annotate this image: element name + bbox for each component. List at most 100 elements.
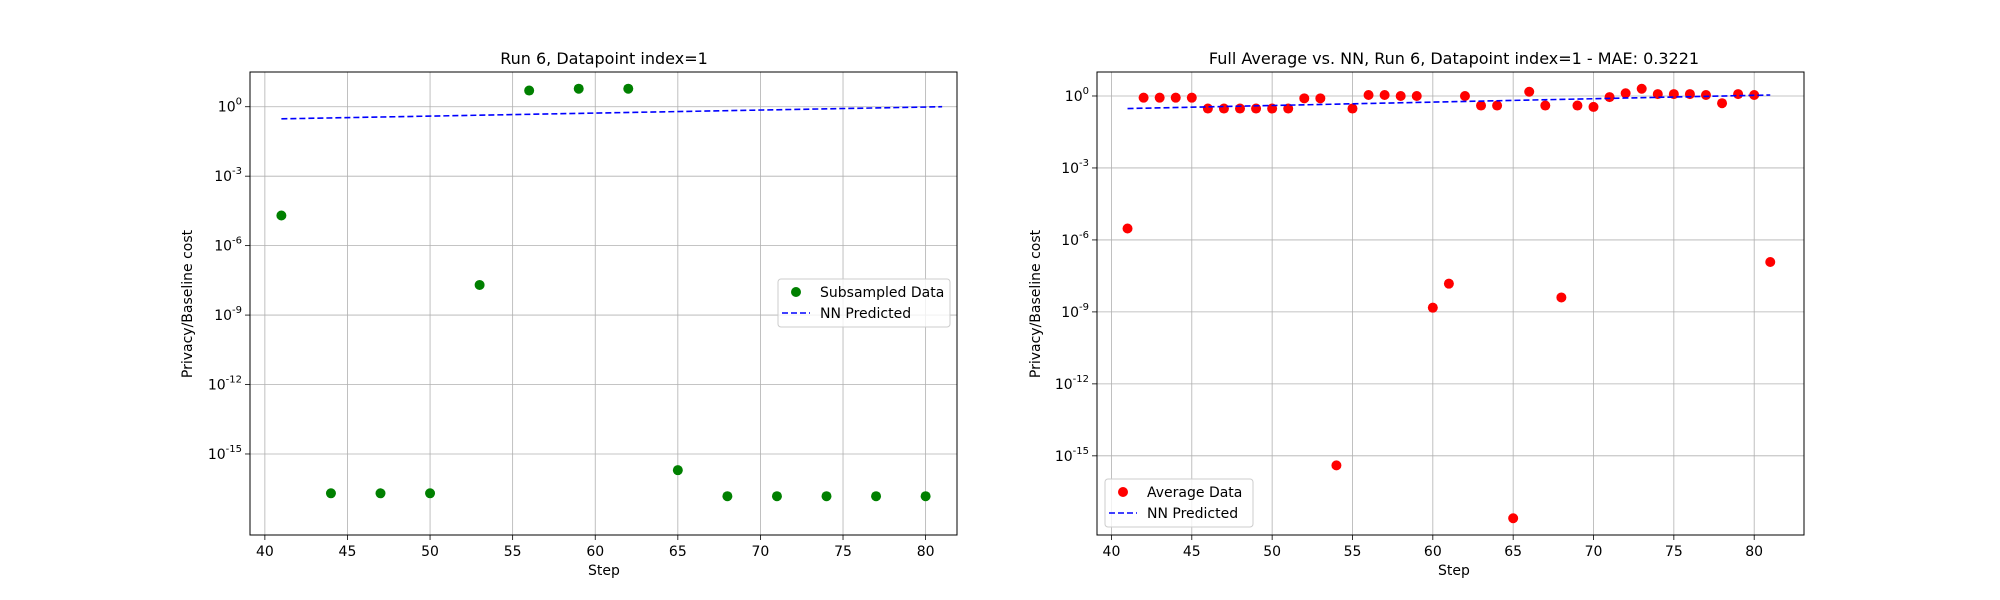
left-x-tick-label: 45 bbox=[339, 544, 357, 560]
left-data-point bbox=[573, 83, 584, 94]
right-legend-label-average: Average Data bbox=[1147, 485, 1242, 501]
left-legend-label-subsampled: Subsampled Data bbox=[820, 285, 944, 301]
right-data-point bbox=[1427, 302, 1438, 313]
left-nn-predicted-line bbox=[281, 105, 943, 120]
left-data-point bbox=[276, 210, 287, 221]
left-x-tick-label: 50 bbox=[421, 544, 439, 560]
left-data-point bbox=[474, 279, 485, 290]
right-data-point bbox=[1315, 93, 1326, 104]
right-data-point bbox=[1636, 83, 1647, 94]
right-data-point bbox=[1347, 103, 1358, 114]
right-data-point bbox=[1411, 90, 1422, 101]
right-legend-label-nn: NN Predicted bbox=[1147, 506, 1238, 522]
left-data-point bbox=[425, 488, 436, 499]
left-x-tick-label: 60 bbox=[586, 544, 604, 560]
right-data-point bbox=[1508, 513, 1519, 524]
right-data-point bbox=[1299, 93, 1310, 104]
left-x-tick-label: 80 bbox=[917, 544, 935, 560]
right-data-point bbox=[1363, 89, 1374, 100]
right-data-point bbox=[1154, 92, 1165, 103]
right-ticks: 40 45 50 55 60 65 70 75 80 100 10-3 10-6 10-9 10-12 10… bbox=[1055, 86, 1763, 560]
right-chart-title: Full Average vs. NN, Run 6, Datapoint in… bbox=[1209, 49, 1699, 68]
right-x-tick-label: 40 bbox=[1103, 544, 1121, 560]
right-data-point bbox=[1717, 98, 1728, 109]
left-data-point bbox=[672, 465, 683, 476]
left-plot-area bbox=[276, 83, 943, 502]
right-data-point bbox=[1684, 89, 1695, 100]
right-data-point bbox=[1138, 92, 1149, 103]
left-data-point bbox=[771, 491, 782, 502]
right-y-axis-label: Privacy/Baseline cost bbox=[1028, 229, 1044, 378]
right-x-tick-label: 70 bbox=[1585, 544, 1603, 560]
right-data-point bbox=[1395, 90, 1406, 101]
right-data-point bbox=[1283, 103, 1294, 114]
right-subplot: Full Average vs. NN, Run 6, Datapoint in… bbox=[1028, 49, 1805, 579]
right-y-tick-label: 10-9 bbox=[1061, 302, 1089, 321]
left-data-point bbox=[524, 85, 535, 96]
left-y-axis-label: Privacy/Baseline cost bbox=[180, 229, 196, 378]
right-data-point bbox=[1186, 92, 1197, 103]
right-data-point bbox=[1476, 100, 1487, 111]
right-data-point bbox=[1524, 86, 1535, 97]
right-data-point bbox=[1122, 223, 1133, 234]
left-data-point bbox=[623, 83, 634, 94]
right-data-point bbox=[1492, 100, 1503, 111]
right-y-tick-label: 10-3 bbox=[1061, 158, 1089, 177]
left-y-tick-label: 10-3 bbox=[214, 166, 242, 185]
right-data-point bbox=[1459, 90, 1470, 101]
right-x-tick-label: 75 bbox=[1665, 544, 1683, 560]
left-legend-marker-subsampled bbox=[791, 287, 801, 297]
left-x-axis-label: Step bbox=[588, 563, 620, 579]
right-data-point bbox=[1733, 89, 1744, 100]
left-y-tick-label: 100 bbox=[218, 97, 242, 116]
left-data-point bbox=[325, 488, 336, 499]
right-y-tick-label: 100 bbox=[1065, 86, 1089, 105]
right-data-point bbox=[1235, 103, 1246, 114]
right-data-point bbox=[1379, 89, 1390, 100]
right-data-point bbox=[1572, 100, 1583, 111]
right-data-point bbox=[1556, 292, 1567, 303]
left-x-tick-label: 75 bbox=[834, 544, 852, 560]
right-data-point bbox=[1700, 89, 1711, 100]
left-y-tick-label: 10-15 bbox=[208, 444, 242, 463]
left-data-point bbox=[871, 491, 882, 502]
left-subplot: Run 6, Datapoint index=1 40 45 50 55 60 65 70 7… bbox=[180, 49, 958, 579]
left-x-tick-label: 65 bbox=[669, 544, 687, 560]
right-data-point bbox=[1765, 257, 1776, 268]
left-x-tick-label: 55 bbox=[504, 544, 522, 560]
left-data-point bbox=[920, 491, 931, 502]
left-legend-box bbox=[777, 278, 951, 328]
right-data-point bbox=[1588, 101, 1599, 112]
right-x-axis-label: Step bbox=[1438, 563, 1470, 579]
right-x-tick-label: 65 bbox=[1504, 544, 1522, 560]
right-legend-box bbox=[1104, 478, 1254, 528]
right-nn-predicted-line bbox=[1127, 94, 1771, 110]
left-x-tick-label: 70 bbox=[752, 544, 770, 560]
right-x-tick-label: 80 bbox=[1745, 544, 1763, 560]
left-legend: Subsampled Data NN Predicted bbox=[777, 278, 951, 328]
right-x-tick-label: 50 bbox=[1263, 544, 1281, 560]
left-y-tick-label: 10-12 bbox=[208, 375, 242, 394]
right-legend-marker-average bbox=[1118, 487, 1128, 497]
left-data-point bbox=[821, 491, 832, 502]
right-axes-frame bbox=[1096, 71, 1805, 536]
left-ticks: 40 45 50 55 60 65 70 75 80 100 10-3 10-6 10-9 10-12 10… bbox=[208, 97, 935, 560]
right-data-point bbox=[1218, 103, 1229, 114]
right-data-point bbox=[1202, 103, 1213, 114]
right-y-tick-label: 10-12 bbox=[1055, 374, 1089, 393]
right-data-point bbox=[1540, 100, 1551, 111]
right-grid bbox=[1097, 72, 1804, 535]
right-data-point bbox=[1331, 460, 1342, 471]
left-axes-frame bbox=[249, 71, 958, 536]
right-plot-area bbox=[1122, 83, 1776, 524]
right-y-tick-label: 10-15 bbox=[1055, 446, 1089, 465]
left-legend-label-nn: NN Predicted bbox=[820, 306, 911, 322]
right-data-point bbox=[1443, 278, 1454, 289]
right-x-tick-label: 60 bbox=[1424, 544, 1442, 560]
right-data-point bbox=[1604, 92, 1615, 103]
left-y-tick-label: 10-6 bbox=[214, 236, 242, 255]
right-y-tick-label: 10-6 bbox=[1061, 230, 1089, 249]
right-data-point bbox=[1620, 88, 1631, 99]
right-legend: Average Data NN Predicted bbox=[1104, 478, 1254, 528]
